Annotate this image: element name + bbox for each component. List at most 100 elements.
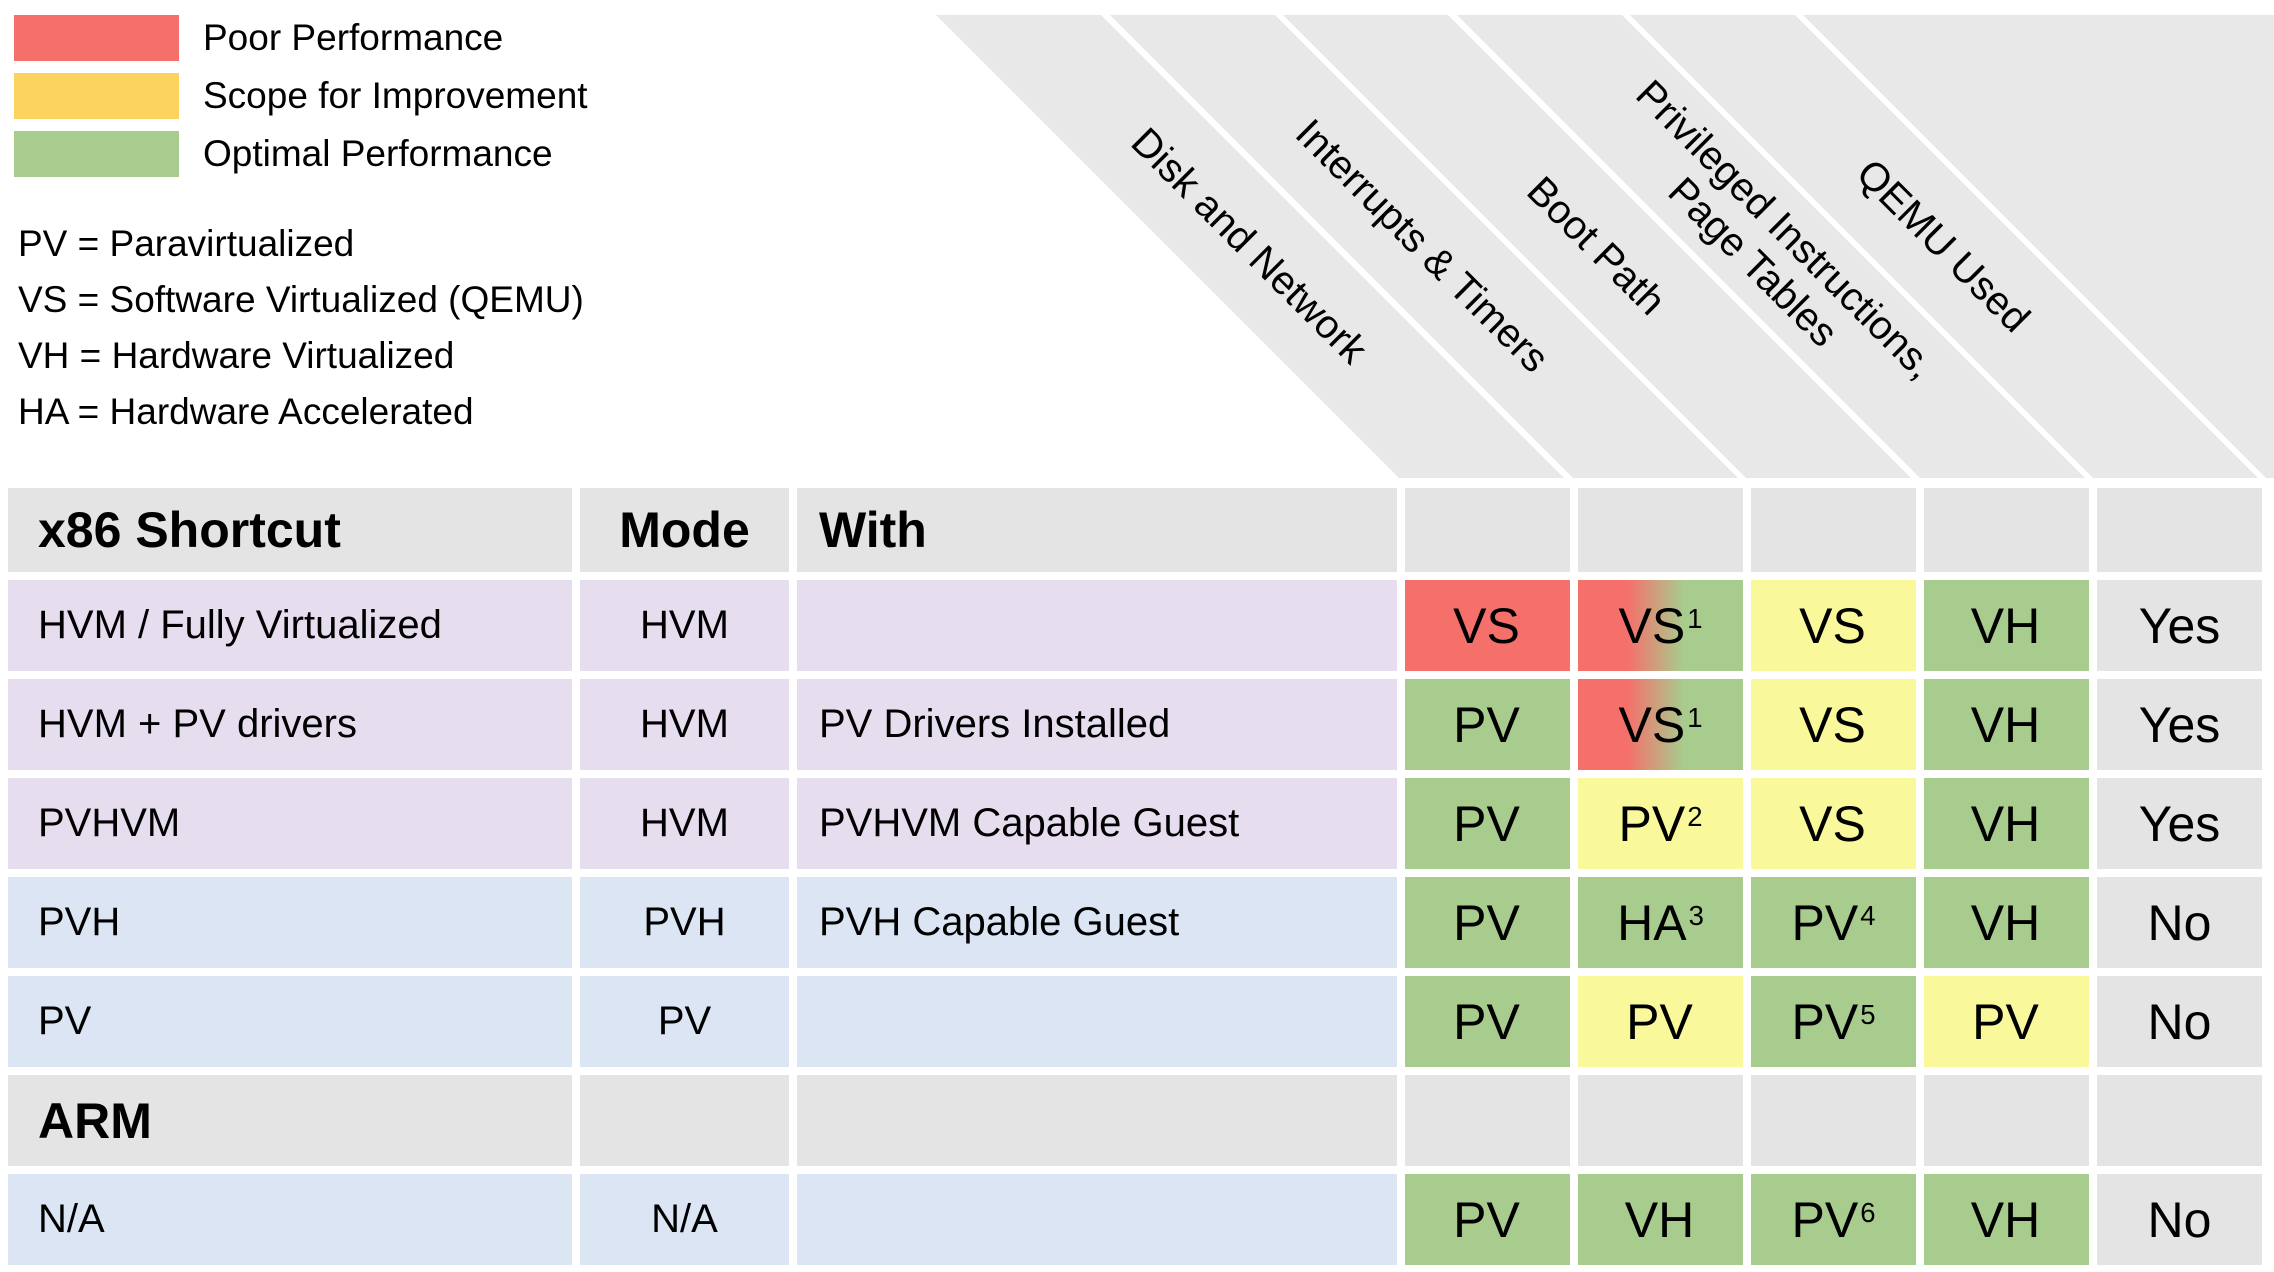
row-label: N/A (8, 1174, 572, 1265)
perf-cell-privileged-instructions: VH (1924, 679, 2089, 770)
perf-cell-privileged-instructions: VH (1924, 1174, 2089, 1265)
mode-cell: HVM (580, 679, 789, 770)
perf-cell-interrupts-timers: VS 1 (1578, 580, 1743, 671)
perf-value: PV (1626, 993, 1693, 1050)
legend-label: Poor Performance (203, 17, 504, 58)
perf-cell-boot-path: PV 5 (1751, 976, 1916, 1067)
row-label: HVM + PV drivers (8, 679, 572, 770)
with-cell (797, 976, 1397, 1067)
mode-cell: HVM (580, 778, 789, 869)
perf-value: VS (1453, 597, 1520, 654)
perf-cell-disk-network: PV (1405, 976, 1570, 1067)
col-header-x86-shortcut: x86 Shortcut (8, 488, 572, 572)
perf-value: VH (1970, 894, 2041, 951)
perf-value: VH (1970, 597, 2041, 654)
row-label: HVM / Fully Virtualized (8, 580, 572, 671)
perf-cell-disk-network: PV (1405, 778, 1570, 869)
perf-value: VS (1799, 597, 1866, 654)
perf-value: VS (1799, 696, 1866, 753)
mode-cell: PV (580, 976, 789, 1067)
perf-cell-boot-path: PV 6 (1751, 1174, 1916, 1265)
legend: Poor Performance Scope for Improvement O… (14, 15, 588, 189)
perf-value: PV (1453, 696, 1520, 753)
col-header-spacer (1751, 488, 1916, 572)
col-header-spacer (1405, 488, 1570, 572)
section-spacer (797, 1075, 1397, 1166)
perf-value: PV (1791, 993, 1859, 1050)
col-header-spacer (1924, 488, 2089, 572)
abbrev-vs: VS = Software Virtualized (QEMU) (18, 279, 584, 320)
legend-item-scope: Scope for Improvement (14, 73, 588, 119)
perf-value: VH (1970, 696, 2041, 753)
perf-value: PV (1618, 795, 1686, 852)
scope-for-improvement-swatch (14, 73, 179, 119)
with-cell (797, 580, 1397, 671)
perf-value: VS (1799, 795, 1866, 852)
section-spacer (1924, 1075, 2089, 1166)
perf-cell-disk-network: VS (1405, 580, 1570, 671)
with-cell: PVH Capable Guest (797, 877, 1397, 968)
perf-cell-interrupts-timers: HA 3 (1578, 877, 1743, 968)
mode-cell: HVM (580, 580, 789, 671)
qemu-used-cell: Yes (2097, 679, 2262, 770)
col-header-spacer (2097, 488, 2262, 572)
perf-value: PV (1972, 993, 2039, 1050)
perf-value: PV (1453, 993, 1520, 1050)
perf-value: VH (1970, 1191, 2041, 1248)
legend-item-poor: Poor Performance (14, 15, 588, 61)
perf-cell-boot-path: PV 4 (1751, 877, 1916, 968)
perf-cell-interrupts-timers: PV (1578, 976, 1743, 1067)
legend-label: Scope for Improvement (203, 75, 588, 116)
footnote-ref: 4 (1860, 899, 1876, 931)
abbrev-ha: HA = Hardware Accelerated (18, 391, 474, 432)
footnote-ref: 3 (1688, 899, 1704, 931)
section-header-arm: ARM (8, 1075, 572, 1166)
col-header-with: With (797, 488, 1397, 572)
optimal-performance-swatch (14, 131, 179, 177)
perf-cell-interrupts-timers: VS 1 (1578, 679, 1743, 770)
qemu-used-cell: Yes (2097, 580, 2262, 671)
abbrev-vh: VH = Hardware Virtualized (18, 335, 455, 376)
row-label: PV (8, 976, 572, 1067)
with-cell: PVHVM Capable Guest (797, 778, 1397, 869)
row-label: PVH (8, 877, 572, 968)
with-cell (797, 1174, 1397, 1265)
perf-value: PV (1453, 894, 1520, 951)
perf-cell-boot-path: VS (1751, 778, 1916, 869)
with-cell: PV Drivers Installed (797, 679, 1397, 770)
qemu-used-cell: No (2097, 877, 2262, 968)
legend-item-optimal: Optimal Performance (14, 131, 588, 177)
perf-cell-privileged-instructions: PV (1924, 976, 2089, 1067)
perf-value: VH (1624, 1191, 1695, 1248)
abbrev-pv: PV = Paravirtualized (18, 223, 355, 264)
perf-cell-privileged-instructions: VH (1924, 877, 2089, 968)
section-spacer (2097, 1075, 2262, 1166)
perf-value: PV (1453, 795, 1520, 852)
modes-table: x86 Shortcut Mode With HVM / Fully Virtu… (8, 488, 2262, 1265)
perf-cell-privileged-instructions: VH (1924, 778, 2089, 869)
perf-value: PV (1791, 1191, 1859, 1248)
diagonal-column-headers: Disk and Network Interrupts & Timers Boo… (0, 15, 2274, 478)
perf-cell-boot-path: VS (1751, 580, 1916, 671)
footnote-ref: 2 (1687, 800, 1703, 832)
legend-label: Optimal Performance (203, 133, 553, 174)
perf-value: VS (1618, 597, 1686, 654)
qemu-used-cell: Yes (2097, 778, 2262, 869)
col-header-mode: Mode (580, 488, 789, 572)
footnote-ref: 1 (1687, 602, 1703, 634)
perf-cell-disk-network: PV (1405, 679, 1570, 770)
perf-value: HA (1617, 894, 1687, 951)
perf-value: VS (1618, 696, 1686, 753)
perf-cell-disk-network: PV (1405, 1174, 1570, 1265)
section-spacer (1578, 1075, 1743, 1166)
perf-value: PV (1791, 894, 1859, 951)
perf-cell-interrupts-timers: VH (1578, 1174, 1743, 1265)
perf-value: VH (1970, 795, 2041, 852)
section-spacer (1751, 1075, 1916, 1166)
col-header-spacer (1578, 488, 1743, 572)
qemu-used-cell: No (2097, 976, 2262, 1067)
perf-value: PV (1453, 1191, 1520, 1248)
section-spacer (580, 1075, 789, 1166)
perf-cell-privileged-instructions: VH (1924, 580, 2089, 671)
